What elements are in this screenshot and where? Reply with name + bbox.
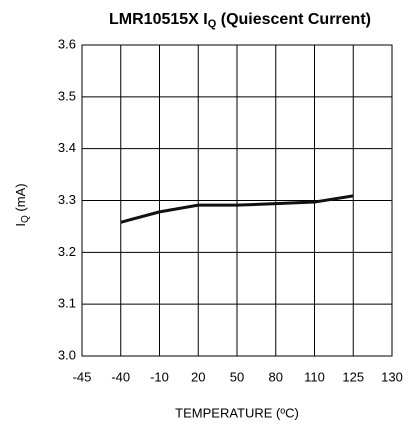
y-tick-label: 3.6 bbox=[58, 36, 76, 51]
y-tick-label: 3.3 bbox=[58, 192, 76, 207]
y-tick-label: 3.5 bbox=[58, 88, 76, 103]
y-label-subscript: Q bbox=[20, 215, 31, 223]
y-axis-label: IQ (mA) bbox=[13, 183, 30, 226]
y-label-part: I bbox=[13, 223, 28, 227]
x-tick-label: 50 bbox=[230, 369, 244, 384]
y-tick-label: 3.4 bbox=[58, 140, 76, 155]
y-tick-label: 3.0 bbox=[58, 347, 76, 362]
chart-title: LMR10515X IQ (Quiescent Current) bbox=[109, 11, 371, 30]
x-tick-label: -40 bbox=[111, 369, 130, 384]
title-part: LMR10515X I bbox=[109, 11, 208, 28]
y-tick-label: 3.2 bbox=[58, 244, 76, 259]
title-part: (Quiescent Current) bbox=[216, 11, 371, 28]
x-tick-label: 130 bbox=[381, 369, 403, 384]
data-line bbox=[120, 194, 354, 224]
x-tick-label: 20 bbox=[191, 369, 205, 384]
x-axis-label: TEMPERATURE (ºC) bbox=[175, 405, 299, 420]
x-tick-label: -45 bbox=[73, 369, 92, 384]
title-subscript: Q bbox=[208, 18, 217, 30]
y-tick-label: 3.1 bbox=[58, 296, 76, 311]
x-tick-label: 80 bbox=[269, 369, 283, 384]
x-tick-label: 125 bbox=[342, 369, 364, 384]
plot-frame bbox=[81, 44, 393, 357]
x-tick-label: -10 bbox=[150, 369, 169, 384]
y-label-part: (mA) bbox=[13, 183, 28, 215]
x-tick-label: 110 bbox=[304, 369, 325, 384]
